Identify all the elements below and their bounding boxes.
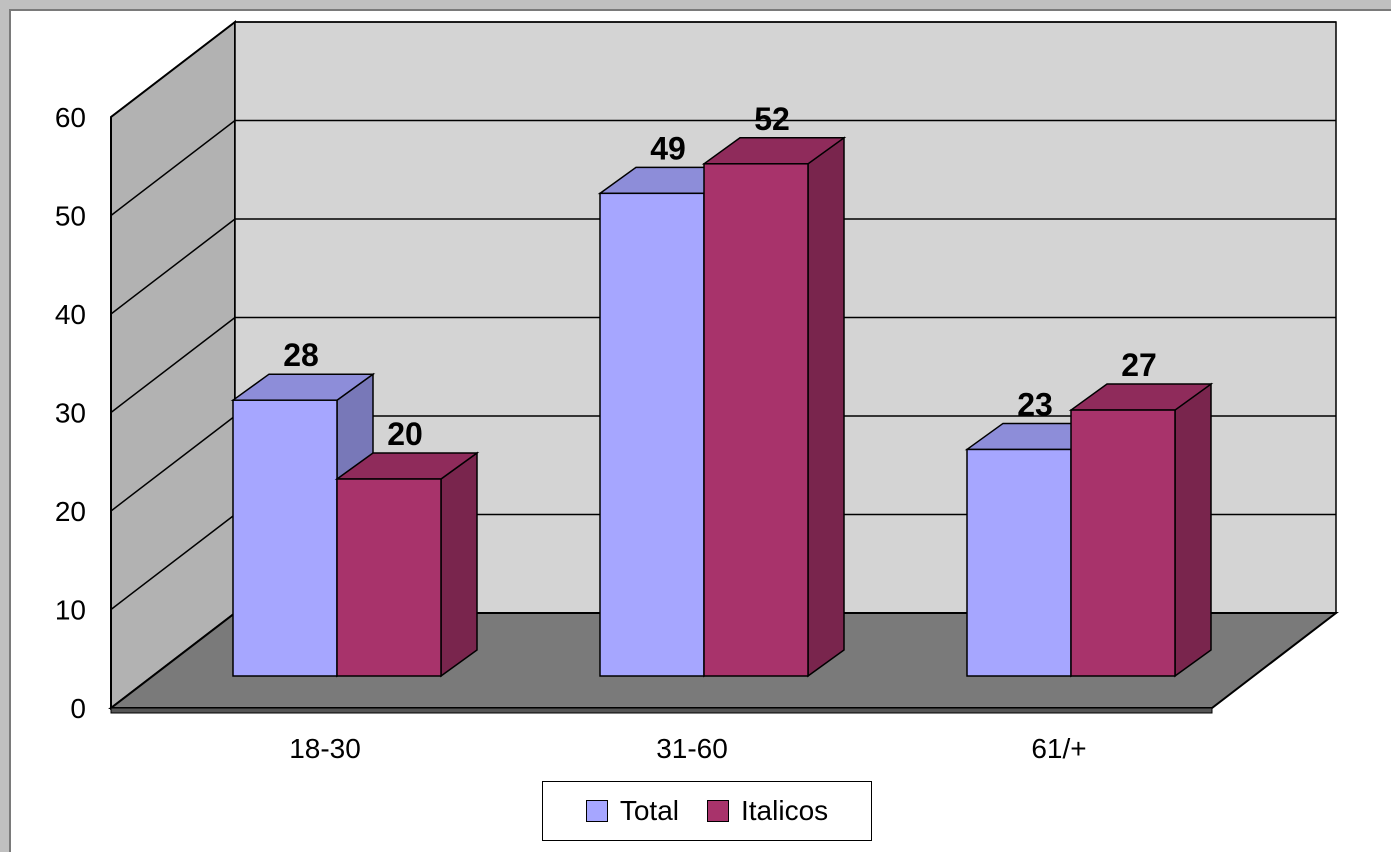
x-tick-label: 61/+ xyxy=(1031,733,1086,764)
bar-front xyxy=(599,192,705,677)
gridline-side xyxy=(110,21,236,118)
data-label: 28 xyxy=(283,337,319,373)
legend: Total Italicos xyxy=(542,781,872,841)
x-tick-label: 31-60 xyxy=(656,733,728,764)
bar xyxy=(701,136,847,678)
gridline-side xyxy=(110,415,236,512)
legend-label-total: Total xyxy=(619,795,679,826)
floor-edge xyxy=(110,707,1213,714)
bar-side xyxy=(1174,382,1212,678)
data-label: 27 xyxy=(1121,347,1157,383)
y-tick-label: 40 xyxy=(55,299,86,330)
bar-side xyxy=(807,136,845,678)
bar-front xyxy=(336,478,442,677)
legend-item-total: Total xyxy=(585,795,679,827)
legend-item-italicos: Italicos xyxy=(707,795,828,827)
gridline-side xyxy=(110,513,236,611)
y-tick-label: 10 xyxy=(55,595,86,626)
gridline-side xyxy=(110,119,236,217)
legend-swatch-italicos xyxy=(707,800,729,822)
gridline-side xyxy=(110,316,236,414)
data-label: 52 xyxy=(754,101,790,137)
gridline-side xyxy=(110,218,236,315)
y-tick-label: 60 xyxy=(55,102,86,133)
y-tick-label: 30 xyxy=(55,398,86,429)
data-label: 23 xyxy=(1017,386,1053,422)
y-tick-label: 0 xyxy=(70,693,86,724)
y-tick-label: 20 xyxy=(55,496,86,527)
bar-front xyxy=(1070,409,1176,677)
bar-front xyxy=(966,448,1072,677)
legend-swatch-total xyxy=(585,800,608,822)
data-label: 49 xyxy=(650,130,686,166)
bar xyxy=(1068,382,1214,678)
bar-side xyxy=(440,451,478,678)
y-tick-label: 50 xyxy=(55,201,86,232)
bar-front xyxy=(703,163,809,677)
bar-front xyxy=(232,399,338,677)
data-label: 20 xyxy=(387,416,423,452)
bar xyxy=(334,451,480,678)
legend-label-italicos: Italicos xyxy=(741,795,829,826)
x-tick-label: 18-30 xyxy=(289,733,361,764)
